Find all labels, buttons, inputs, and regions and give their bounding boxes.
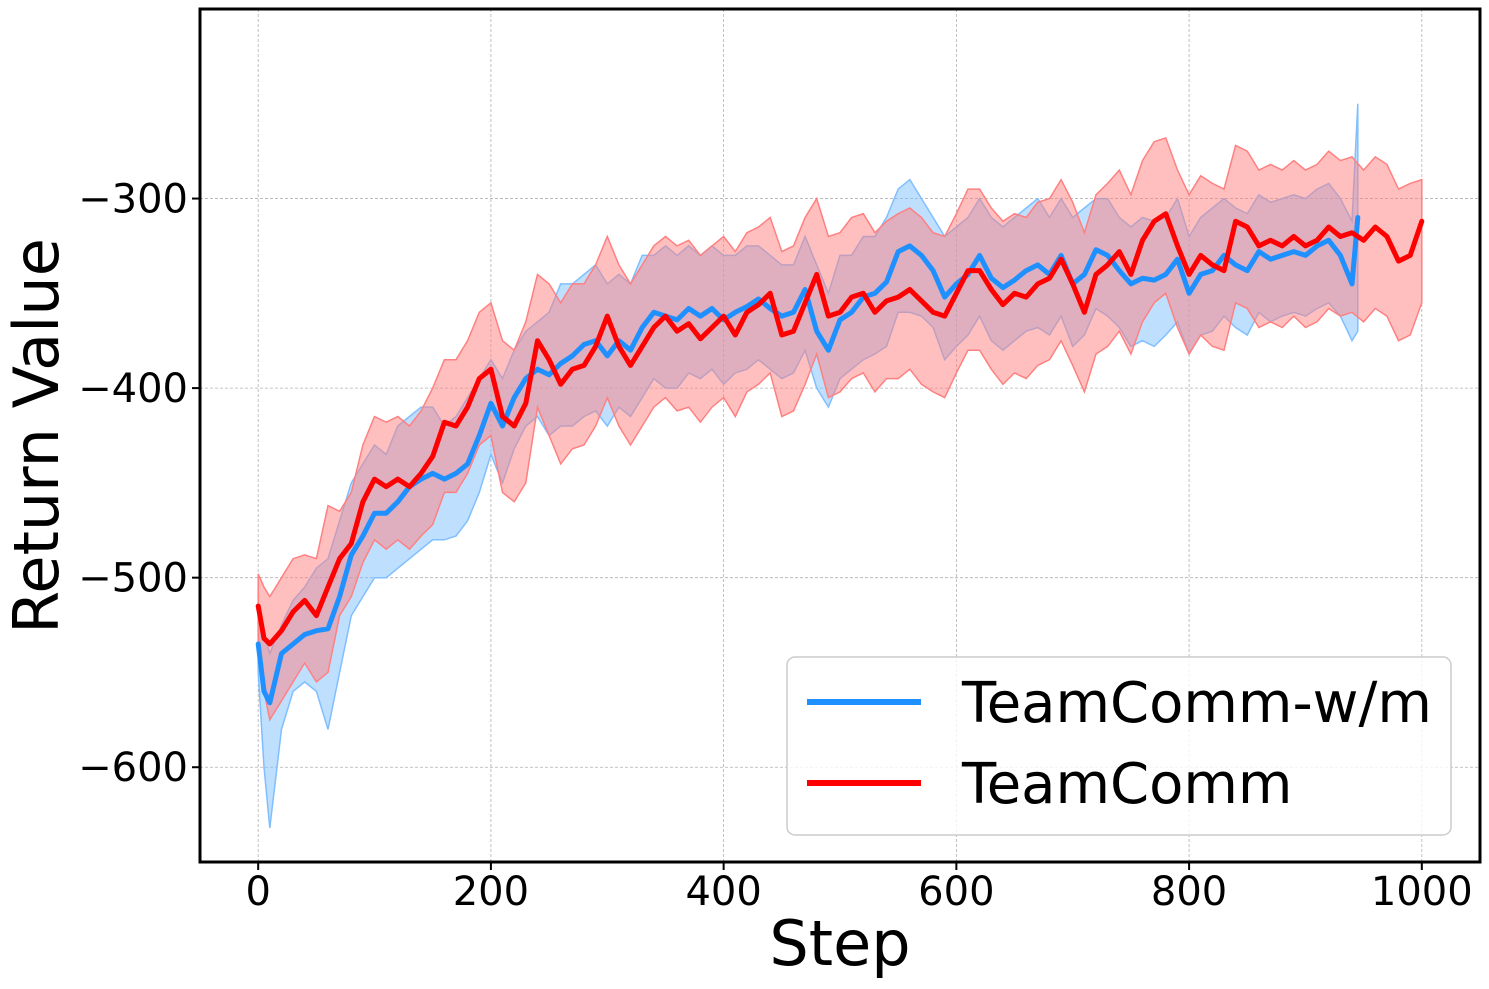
x-axis-ticks: 0 200 400 600 800 1000 [245,862,1473,915]
y-axis-label: Return Value [0,238,73,634]
x-tick-label: 600 [918,869,994,915]
y-axis-ticks: −600 −500 −400 −300 [78,177,200,791]
x-tick-label: 1000 [1371,869,1473,915]
series-line-1 [255,211,1425,647]
legend: TeamComm-w/m TeamComm [786,656,1452,836]
x-tick-label: 200 [453,869,529,915]
plot-frame [198,7,1482,864]
x-tick-label: 800 [1151,869,1227,915]
legend-label-teamcomm: TeamComm [961,752,1292,817]
legend-box [786,656,1452,836]
y-tick-label: −300 [78,177,188,223]
x-tick-label: 0 [245,869,270,915]
legend-label-teamcomm-wm: TeamComm-w/m [961,671,1432,736]
x-axis-label: Step [769,907,910,980]
series-line-0 [255,215,1361,706]
y-tick-label: −500 [78,556,188,602]
y-tick-label: −600 [78,745,188,791]
series-lines [255,211,1425,706]
x-tick-label: 400 [685,869,761,915]
y-tick-label: −400 [78,366,188,412]
